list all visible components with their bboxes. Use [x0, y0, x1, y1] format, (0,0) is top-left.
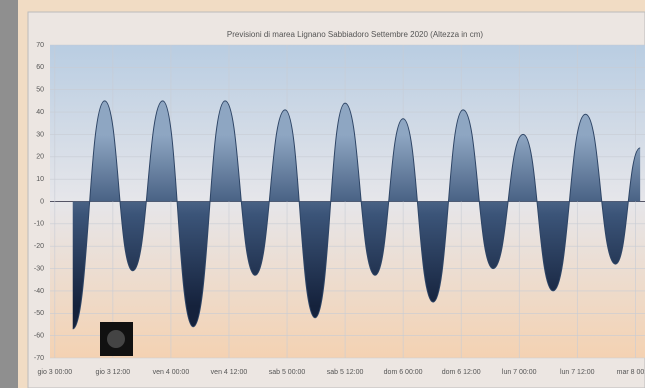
y-tick-label: -60: [34, 332, 44, 339]
y-tick-label: 30: [36, 131, 44, 138]
y-tick-label: 70: [36, 42, 44, 49]
x-tick-label: gio 3 12:00: [96, 369, 131, 376]
y-tick-label: -40: [34, 288, 44, 295]
x-tick-label: lun 7 00:00: [502, 369, 537, 376]
y-tick-label: 40: [36, 109, 44, 116]
line: [72, 100, 641, 330]
x-tick-label: ven 4 12:00: [211, 369, 248, 376]
area: [72, 100, 641, 329]
x-tick-label: ven 4 00:00: [153, 369, 190, 376]
x-tick-label: gio 3 00:00: [38, 369, 73, 376]
y-tick-label: -70: [34, 355, 44, 362]
x-tick-label: mar 8 00:00: [617, 369, 645, 376]
y-tick-label: 60: [36, 64, 44, 71]
side-strip: [0, 0, 18, 388]
x-tick-label: lun 7 12:00: [560, 369, 595, 376]
icon-dot: [107, 330, 125, 348]
x-tick-label: dom 6 12:00: [442, 369, 481, 376]
y-tick-label: 20: [36, 154, 44, 161]
x-tick-label: dom 6 00:00: [384, 369, 423, 376]
x-tick-label: sab 5 00:00: [269, 369, 306, 376]
y-tick-label: -50: [34, 310, 44, 317]
y-tick-label: 10: [36, 176, 44, 183]
y-tick-label: -20: [34, 243, 44, 250]
y-tick-label: 0: [40, 198, 44, 205]
y-tick-label: 50: [36, 87, 44, 94]
chart-title: Previsioni di marea Lignano Sabbiadoro S…: [227, 30, 483, 39]
y-tick-label: -10: [34, 221, 44, 228]
x-tick-label: sab 5 12:00: [327, 369, 364, 376]
y-tick-label: -30: [34, 265, 44, 272]
